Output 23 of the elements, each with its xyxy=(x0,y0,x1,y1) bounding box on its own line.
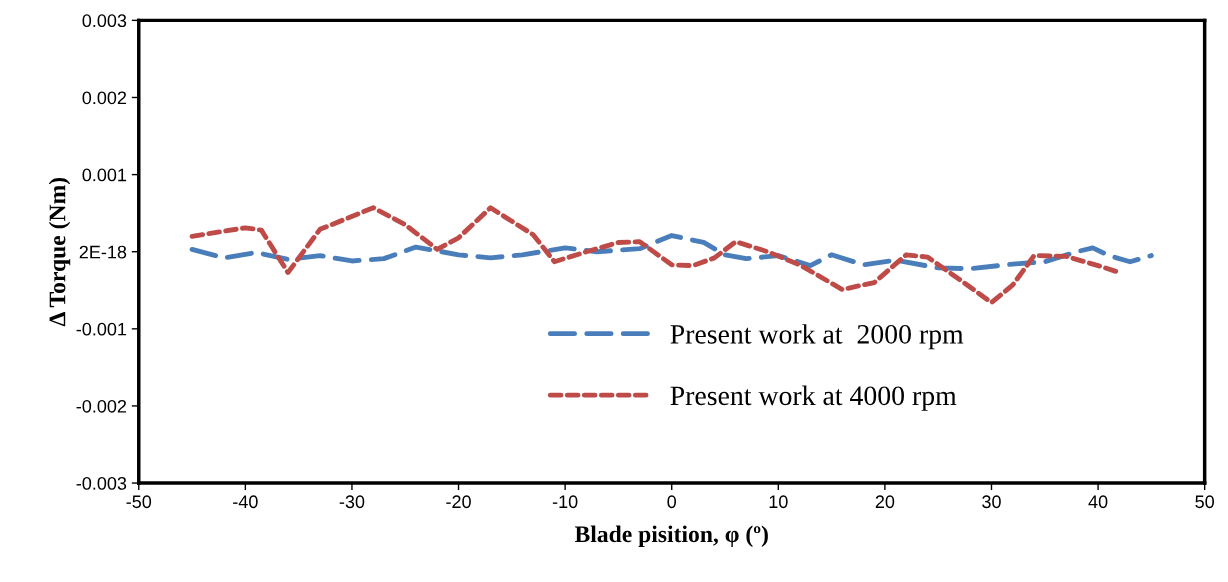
legend-label: Present work at 4000 rpm xyxy=(670,385,957,411)
x-tick-label: -50 xyxy=(126,495,152,509)
y-axis-title: Δ Torque (Nm) xyxy=(48,177,71,327)
x-axis-title: Blade pisition, φ (º) xyxy=(574,525,768,547)
x-tick-label: 0 xyxy=(667,495,677,509)
x-tick-label: -20 xyxy=(446,495,471,509)
x-tick-label: 40 xyxy=(1088,495,1108,509)
y-tick-label: 2E-18 xyxy=(79,245,127,259)
y-tick-label: -0.002 xyxy=(76,399,127,413)
x-tick-label: 30 xyxy=(982,495,1001,509)
y-tick-label: -0.003 xyxy=(76,476,127,490)
line-series xyxy=(189,233,1154,272)
y-tick-label: 0.001 xyxy=(82,168,127,182)
x-tick-label: -40 xyxy=(233,495,258,509)
y-tick-label: 0.003 xyxy=(82,14,127,28)
x-tick-label: 20 xyxy=(875,495,895,509)
x-tick-label: -10 xyxy=(552,495,578,509)
legend-label: Present work at 2000 rpm xyxy=(670,324,964,350)
x-tick-label: 50 xyxy=(1195,495,1214,509)
x-tick-label: -30 xyxy=(339,495,365,509)
x-tick-label: 10 xyxy=(769,495,788,509)
y-tick-label: 0.002 xyxy=(82,91,127,105)
y-tick-label: -0.001 xyxy=(76,322,127,336)
